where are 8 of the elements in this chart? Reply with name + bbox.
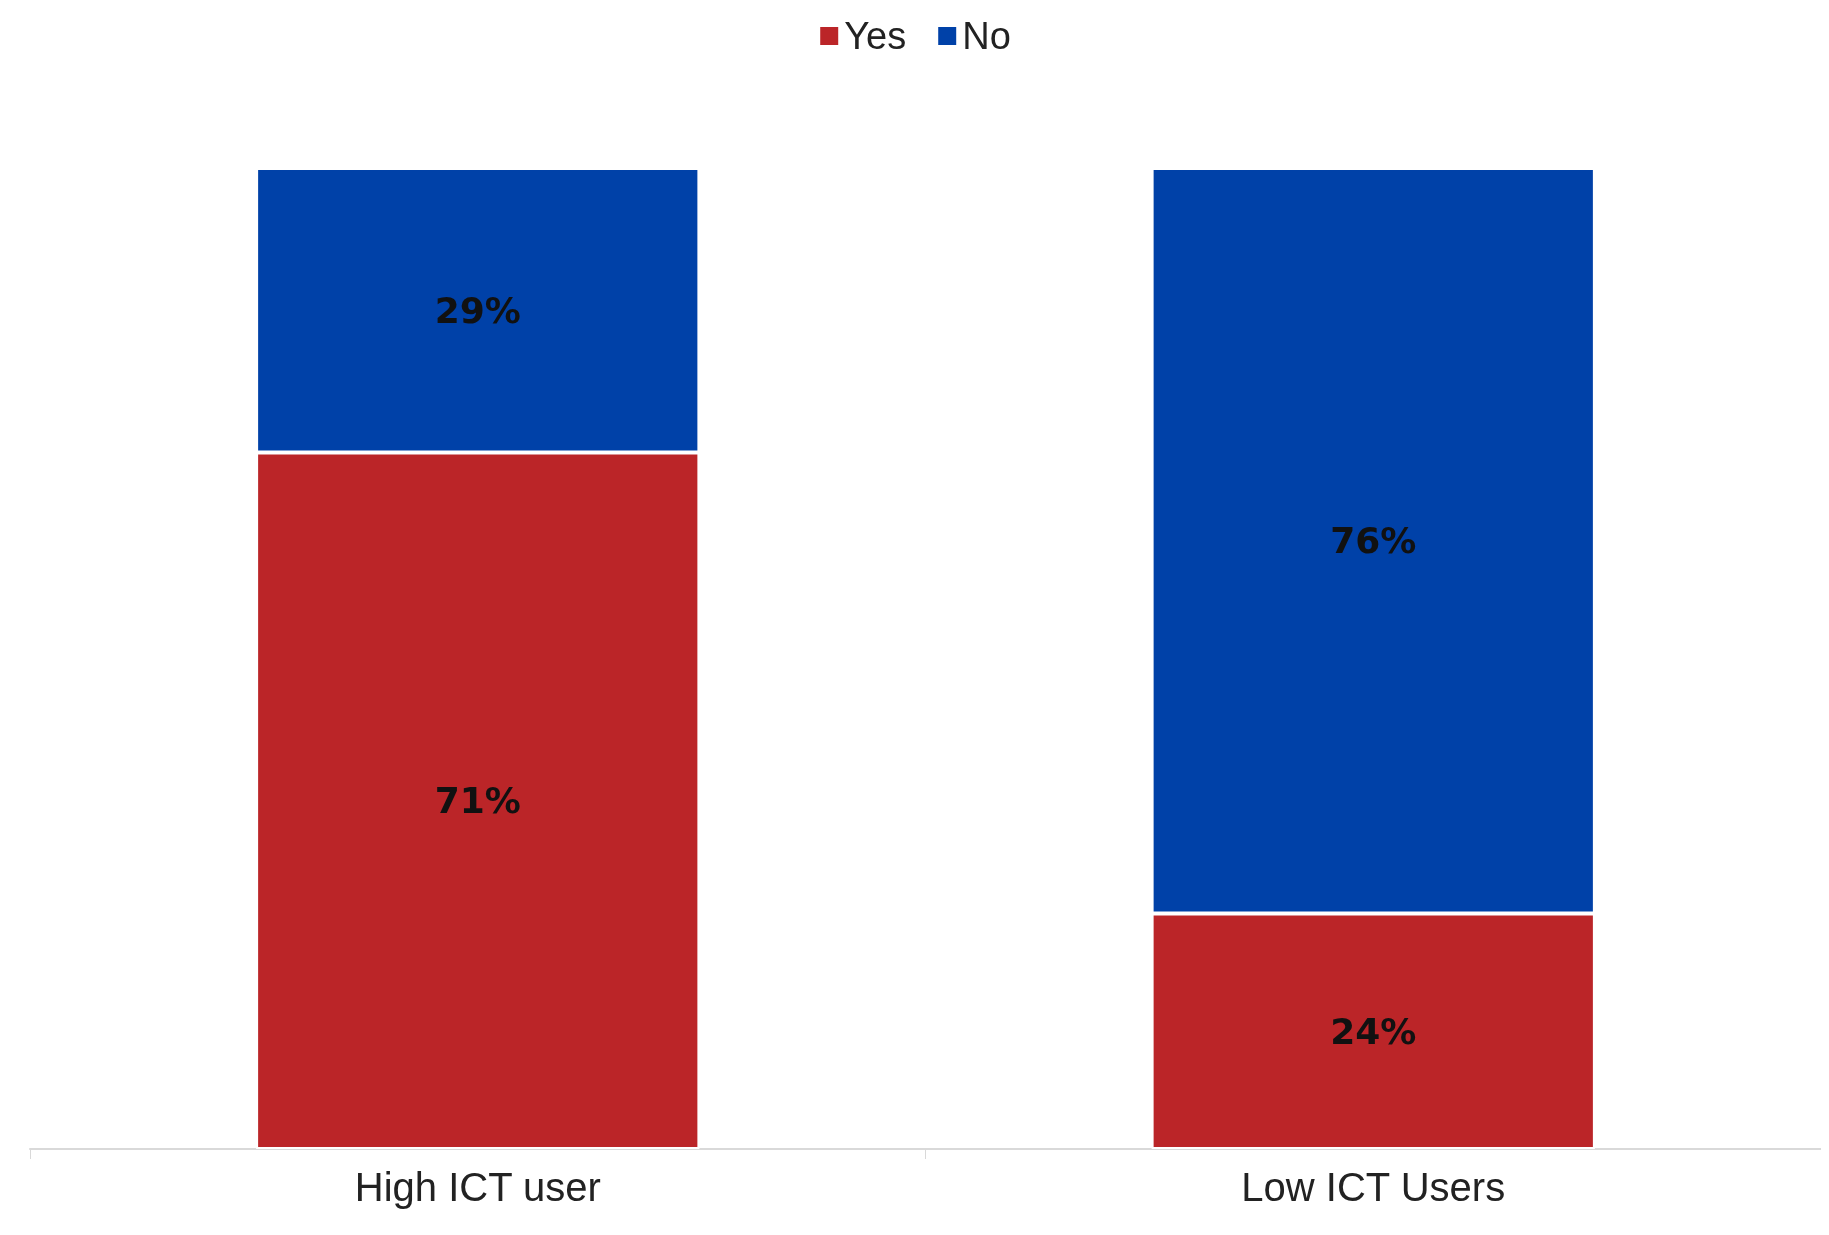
data-label: 24% <box>1330 1010 1417 1052</box>
data-label: 71% <box>434 780 521 822</box>
legend-label: No <box>962 15 1011 57</box>
legend-label: Yes <box>844 15 907 57</box>
x-tick-label: High ICT user <box>354 1165 601 1209</box>
x-tick-label: Low ICT Users <box>1241 1165 1506 1209</box>
data-label: 76% <box>1330 520 1417 562</box>
data-label: 29% <box>434 289 521 331</box>
